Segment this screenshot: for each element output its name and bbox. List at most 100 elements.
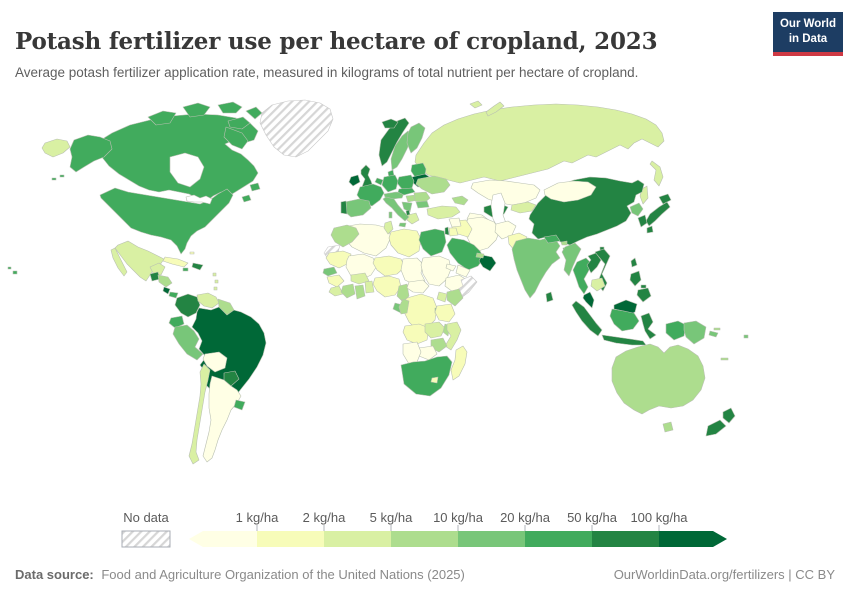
map-region-eritrea[interactable] <box>445 263 457 272</box>
map-region-greece[interactable] <box>406 212 420 225</box>
map-region-chad[interactable] <box>400 257 426 286</box>
map-region-ukraine[interactable] <box>415 175 451 195</box>
map-region-italy[interactable] <box>398 222 407 228</box>
map-region-sudan[interactable] <box>420 255 452 287</box>
map-region-russia[interactable] <box>414 103 665 184</box>
map-region-russia[interactable] <box>41 138 71 158</box>
map-region-myanmar[interactable] <box>561 242 582 277</box>
map-region-mozambique[interactable] <box>444 321 462 351</box>
map-region-zambia[interactable] <box>424 321 446 339</box>
map-region-bolivia[interactable] <box>202 351 228 373</box>
map-region-niger[interactable] <box>372 255 406 277</box>
owid-logo[interactable]: Our World in Data <box>773 12 843 56</box>
map-region-canada[interactable] <box>241 194 252 203</box>
map-region-peru[interactable] <box>172 324 204 361</box>
legend-bucket-swatch[interactable] <box>257 531 324 547</box>
map-region-portugal[interactable] <box>340 200 348 215</box>
map-region-bahamas[interactable] <box>189 251 195 255</box>
map-region-south-korea[interactable] <box>637 214 648 228</box>
map-region-norway[interactable] <box>378 117 410 167</box>
map-region-russia[interactable] <box>485 101 505 117</box>
legend-no-data-swatch[interactable] <box>121 530 171 548</box>
map-region-honduras-nicaragua[interactable] <box>157 274 173 288</box>
map-region-lesser-antilles[interactable] <box>212 272 217 277</box>
map-region-canada[interactable] <box>147 110 177 126</box>
map-region-togo-benin[interactable] <box>364 280 375 294</box>
map-region-north-korea[interactable] <box>629 202 644 217</box>
map-region-tanzania[interactable] <box>434 303 456 323</box>
map-region-egypt[interactable] <box>418 228 447 257</box>
map-region-angola[interactable] <box>402 323 430 345</box>
map-region-panama[interactable] <box>168 291 179 299</box>
map-region-canada[interactable] <box>217 101 243 114</box>
map-legend[interactable]: No data 1 kg/ha 2 kg/ha 5 kg/ha 10 kg/ha 20 k… <box>0 510 850 560</box>
legend-bucket-swatch[interactable] <box>391 531 458 547</box>
map-region-oman[interactable] <box>478 254 497 272</box>
map-region-indonesia[interactable] <box>601 334 647 346</box>
map-region-kyrgyzstan-tajikistan[interactable] <box>510 201 537 214</box>
map-region-mauritania[interactable] <box>325 250 352 269</box>
map-region-czechia-slovakia[interactable] <box>397 187 416 196</box>
map-region-united-states[interactable] <box>99 187 234 255</box>
map-region-somalia[interactable] <box>456 275 478 299</box>
map-region-switzerland-austria[interactable] <box>383 191 405 200</box>
map-region-india[interactable] <box>511 237 561 299</box>
map-region-canada[interactable] <box>182 102 211 118</box>
map-region-yemen[interactable] <box>455 264 471 278</box>
legend-bucket-swatch[interactable] <box>592 531 659 547</box>
map-region-namibia[interactable] <box>402 341 422 365</box>
map-region-paraguay[interactable] <box>223 370 240 387</box>
map-region-ireland[interactable] <box>348 174 361 187</box>
map-region-finland[interactable] <box>406 122 426 154</box>
map-region-guyanas[interactable] <box>217 298 235 316</box>
map-region-nigeria[interactable] <box>372 275 402 298</box>
map-region-svalbard[interactable] <box>469 100 483 109</box>
map-region-united-states[interactable] <box>59 174 65 178</box>
map-region-canada[interactable] <box>249 182 261 192</box>
map-region-ghana[interactable] <box>354 284 366 300</box>
map-region-australia[interactable] <box>662 421 674 433</box>
map-region-indonesia[interactable] <box>640 312 657 340</box>
map-region-papua-new-guinea[interactable] <box>708 330 719 338</box>
map-region-mongolia[interactable] <box>543 180 597 203</box>
map-region-kazakhstan[interactable] <box>470 179 541 206</box>
map-region-indonesia-papua-[interactable] <box>665 320 687 341</box>
legend-bucket-swatch[interactable] <box>324 531 391 547</box>
map-region-new-caledonia[interactable] <box>720 357 729 361</box>
map-region-chile[interactable] <box>188 363 211 465</box>
legend-bucket-swatch[interactable] <box>659 531 727 547</box>
map-region-nepal[interactable] <box>543 234 561 244</box>
map-region-malaysia[interactable] <box>582 291 595 309</box>
map-region-bhutan[interactable] <box>560 240 568 246</box>
map-region-united-states[interactable] <box>51 177 57 181</box>
map-region-uae[interactable] <box>475 252 485 259</box>
map-region-saudi-arabia[interactable] <box>446 237 485 271</box>
map-region-turkey[interactable] <box>426 205 461 220</box>
map-region-tunisia[interactable] <box>383 220 394 235</box>
map-region-new-zealand[interactable] <box>705 419 727 437</box>
map-region-greenland[interactable] <box>259 99 334 158</box>
map-region-germany[interactable] <box>381 174 399 193</box>
map-region-jamaica[interactable] <box>182 267 189 272</box>
map-region-spain[interactable] <box>342 198 372 218</box>
map-region-congo[interactable] <box>398 298 410 315</box>
map-region-jordan[interactable] <box>448 227 459 237</box>
map-region-colombia[interactable] <box>174 293 201 318</box>
map-region-iceland[interactable] <box>381 118 399 129</box>
map-region-fiji[interactable] <box>743 334 749 339</box>
map-region-philippines[interactable] <box>636 287 652 303</box>
map-region-sierra-leone-liberia[interactable] <box>328 285 344 297</box>
map-region-caucasus[interactable] <box>451 195 469 206</box>
map-region-sweden[interactable] <box>390 130 413 171</box>
map-region-venezuela[interactable] <box>196 292 220 309</box>
attribution-link[interactable]: OurWorldinData.org/fertilizers | CC BY <box>613 567 835 582</box>
legend-bucket-swatch[interactable] <box>458 531 525 547</box>
map-region-new-zealand[interactable] <box>722 407 736 424</box>
map-region-lesser-antilles[interactable] <box>213 286 218 291</box>
map-region-mexico[interactable] <box>149 262 166 276</box>
map-region-central-african-republic[interactable] <box>406 279 430 294</box>
map-region-cuba[interactable] <box>162 256 189 268</box>
map-region-lesser-antilles[interactable] <box>214 279 219 284</box>
legend-bucket-swatch[interactable] <box>525 531 592 547</box>
map-region-cambodia[interactable] <box>590 277 606 292</box>
